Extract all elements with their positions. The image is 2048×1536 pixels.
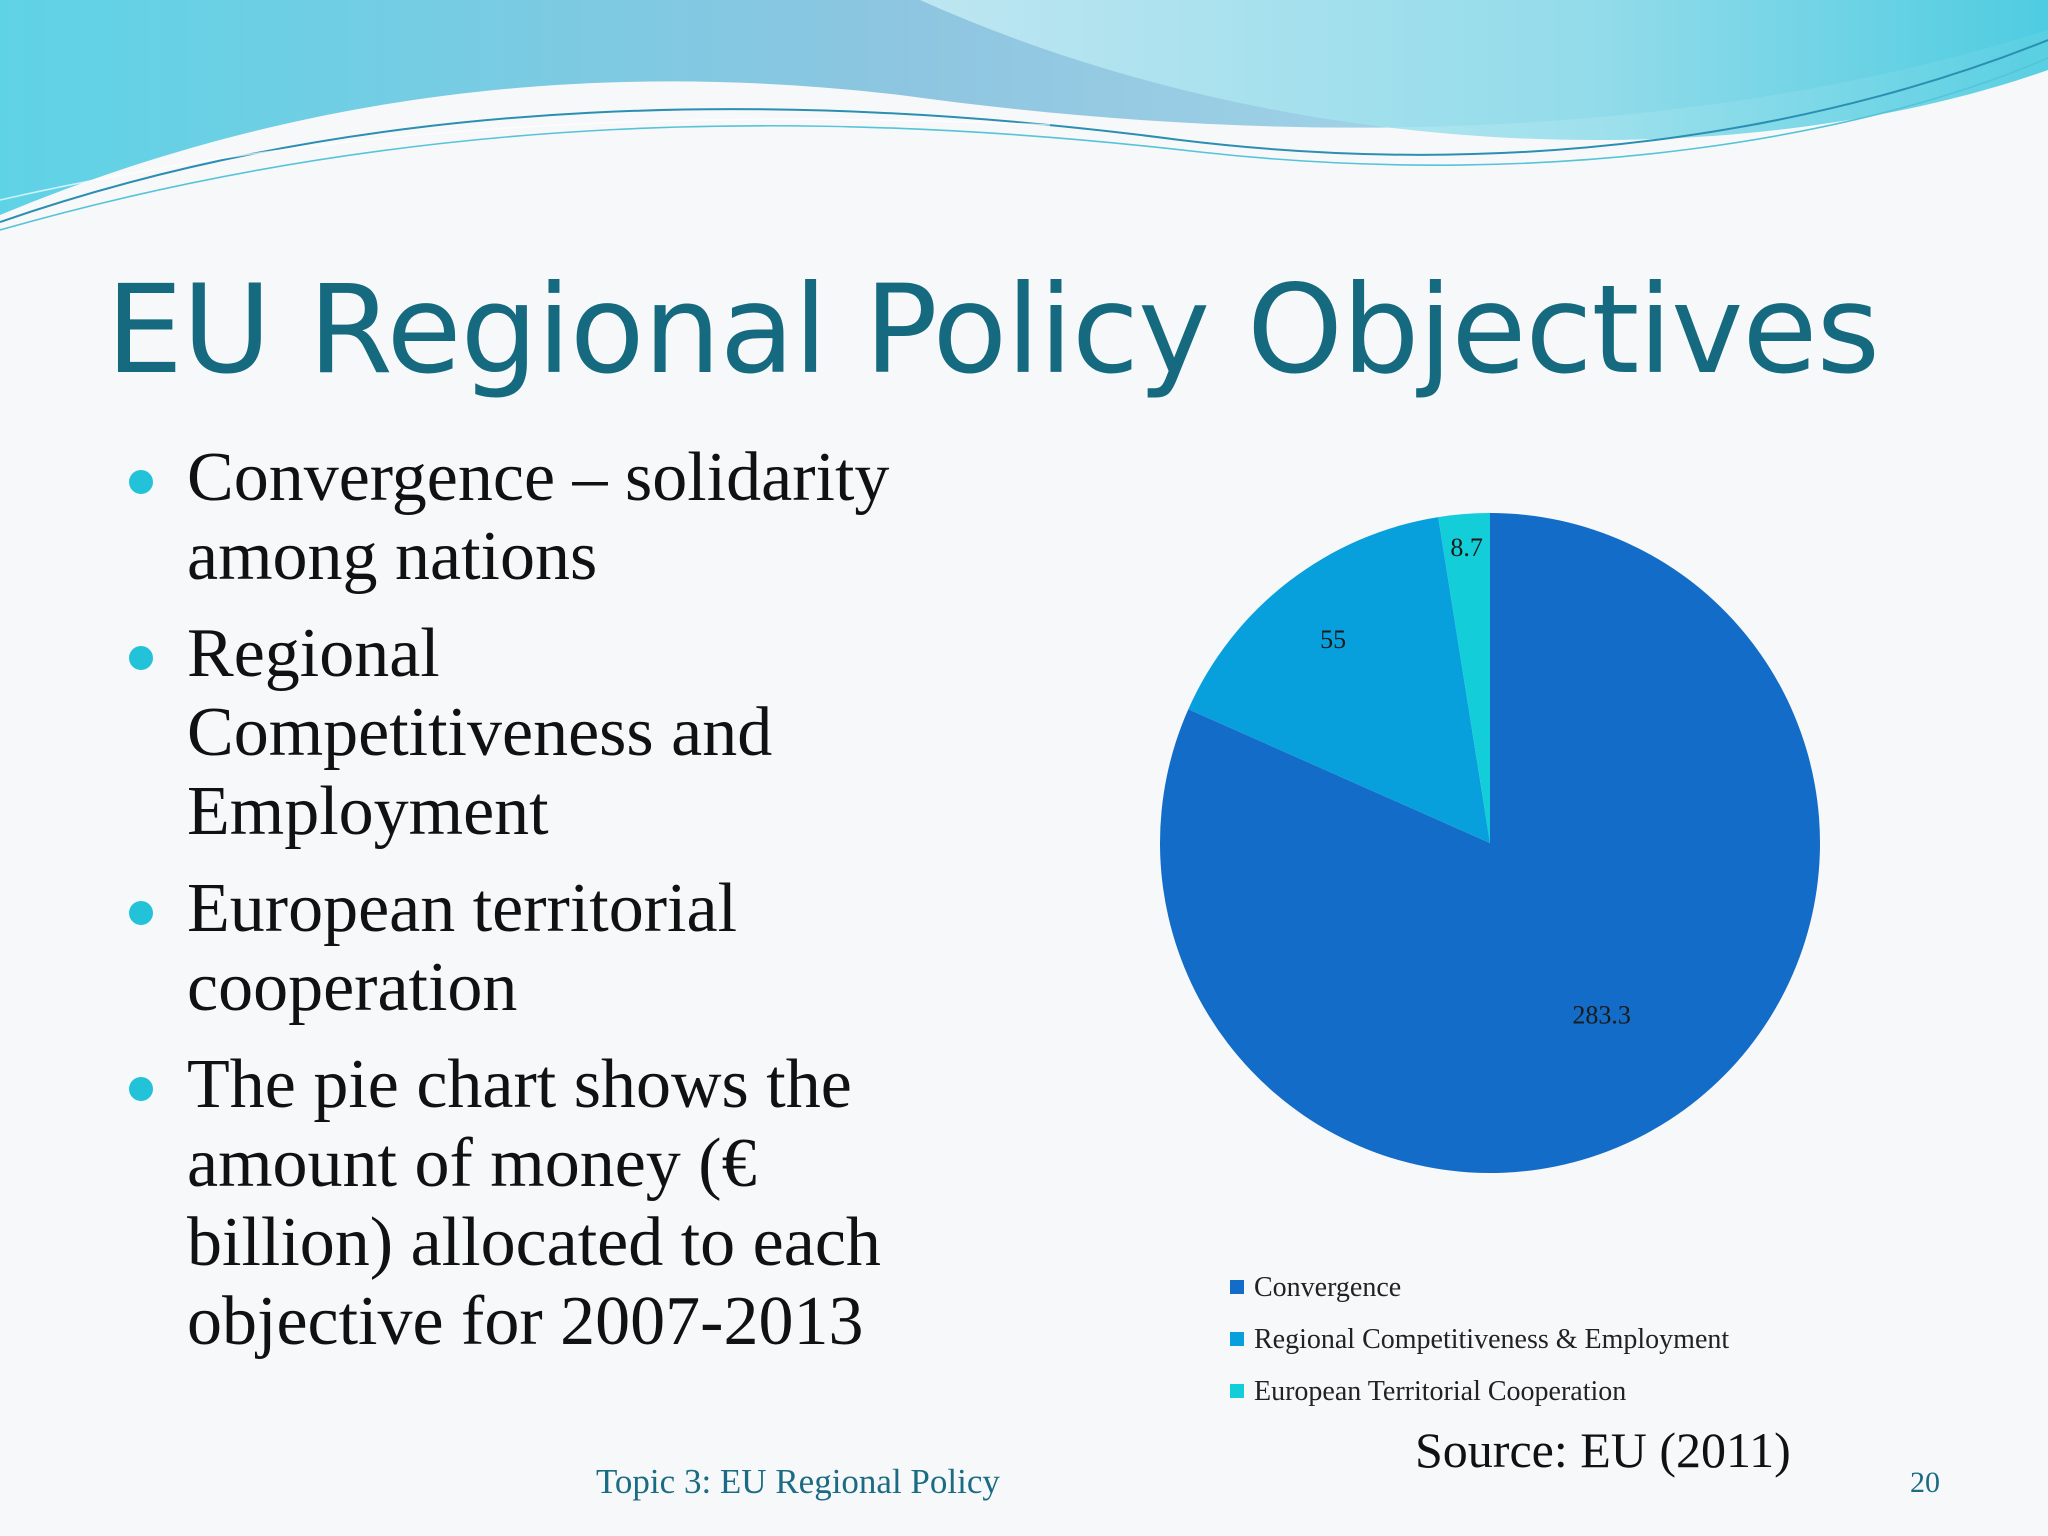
bullet-item: European territorial cooperation bbox=[125, 869, 1005, 1027]
source-citation: Source: EU (2011) bbox=[1415, 1422, 1791, 1478]
header-wave-decoration bbox=[0, 0, 2048, 231]
chart-legend: Convergence Regional Competitiveness & E… bbox=[1230, 1262, 1729, 1418]
page-number: 20 bbox=[1910, 1466, 1940, 1499]
bullet-line: Regional bbox=[187, 615, 440, 692]
bullet-list: Convergence – solidarity among nations Re… bbox=[125, 438, 1005, 1379]
pie-data-label: 283.3 bbox=[1572, 1001, 1631, 1030]
bullet-line: amount of money (€ bbox=[187, 1125, 757, 1202]
bullet-dot-icon bbox=[129, 1077, 153, 1101]
pie-chart: 283.3 55 8.7 bbox=[1160, 513, 1820, 1173]
legend-item-convergence: Convergence bbox=[1230, 1262, 1729, 1314]
bullet-line: among nations bbox=[187, 518, 598, 595]
legend-label: Convergence bbox=[1254, 1272, 1402, 1303]
footer-topic: Topic 3: EU Regional Policy bbox=[596, 1462, 1000, 1501]
bullet-item: The pie chart shows the amount of money (… bbox=[125, 1045, 1005, 1361]
bullet-item: Convergence – solidarity among nations bbox=[125, 438, 1005, 596]
bullet-line: The pie chart shows the bbox=[187, 1046, 852, 1123]
bullet-line: billion) allocated to each bbox=[187, 1204, 881, 1281]
bullet-dot-icon bbox=[129, 470, 153, 494]
legend-swatch bbox=[1230, 1332, 1244, 1346]
legend-item-regional-competitiveness: Regional Competitiveness & Employment bbox=[1230, 1314, 1729, 1366]
bullet-line: objective for 2007-2013 bbox=[187, 1283, 864, 1360]
pie-data-label: 55 bbox=[1320, 625, 1346, 654]
bullet-dot-icon bbox=[129, 901, 153, 925]
bullet-line: European territorial bbox=[187, 870, 738, 947]
pie-slice-regional-competitiveness-employment bbox=[1188, 517, 1490, 843]
bullet-item: Regional Competitiveness and Employment bbox=[125, 614, 1005, 851]
legend-swatch bbox=[1230, 1384, 1244, 1398]
bullet-line: Competitiveness and bbox=[187, 694, 773, 771]
legend-swatch bbox=[1230, 1280, 1244, 1294]
bullet-line: Convergence – solidarity bbox=[187, 439, 890, 516]
pie-slice-european-territorial-cooperation bbox=[1438, 513, 1490, 843]
legend-item-european-territorial-cooperation: European Territorial Cooperation bbox=[1230, 1366, 1729, 1418]
legend-label: Regional Competitiveness & Employment bbox=[1254, 1324, 1730, 1355]
legend-label: European Territorial Cooperation bbox=[1254, 1376, 1627, 1407]
bullet-dot-icon bbox=[129, 646, 153, 670]
bullet-line: cooperation bbox=[187, 949, 518, 1026]
bullet-line: Employment bbox=[187, 773, 549, 850]
slide-title: EU Regional Policy Objectives bbox=[106, 259, 1880, 401]
pie-data-label: 8.7 bbox=[1450, 533, 1483, 562]
